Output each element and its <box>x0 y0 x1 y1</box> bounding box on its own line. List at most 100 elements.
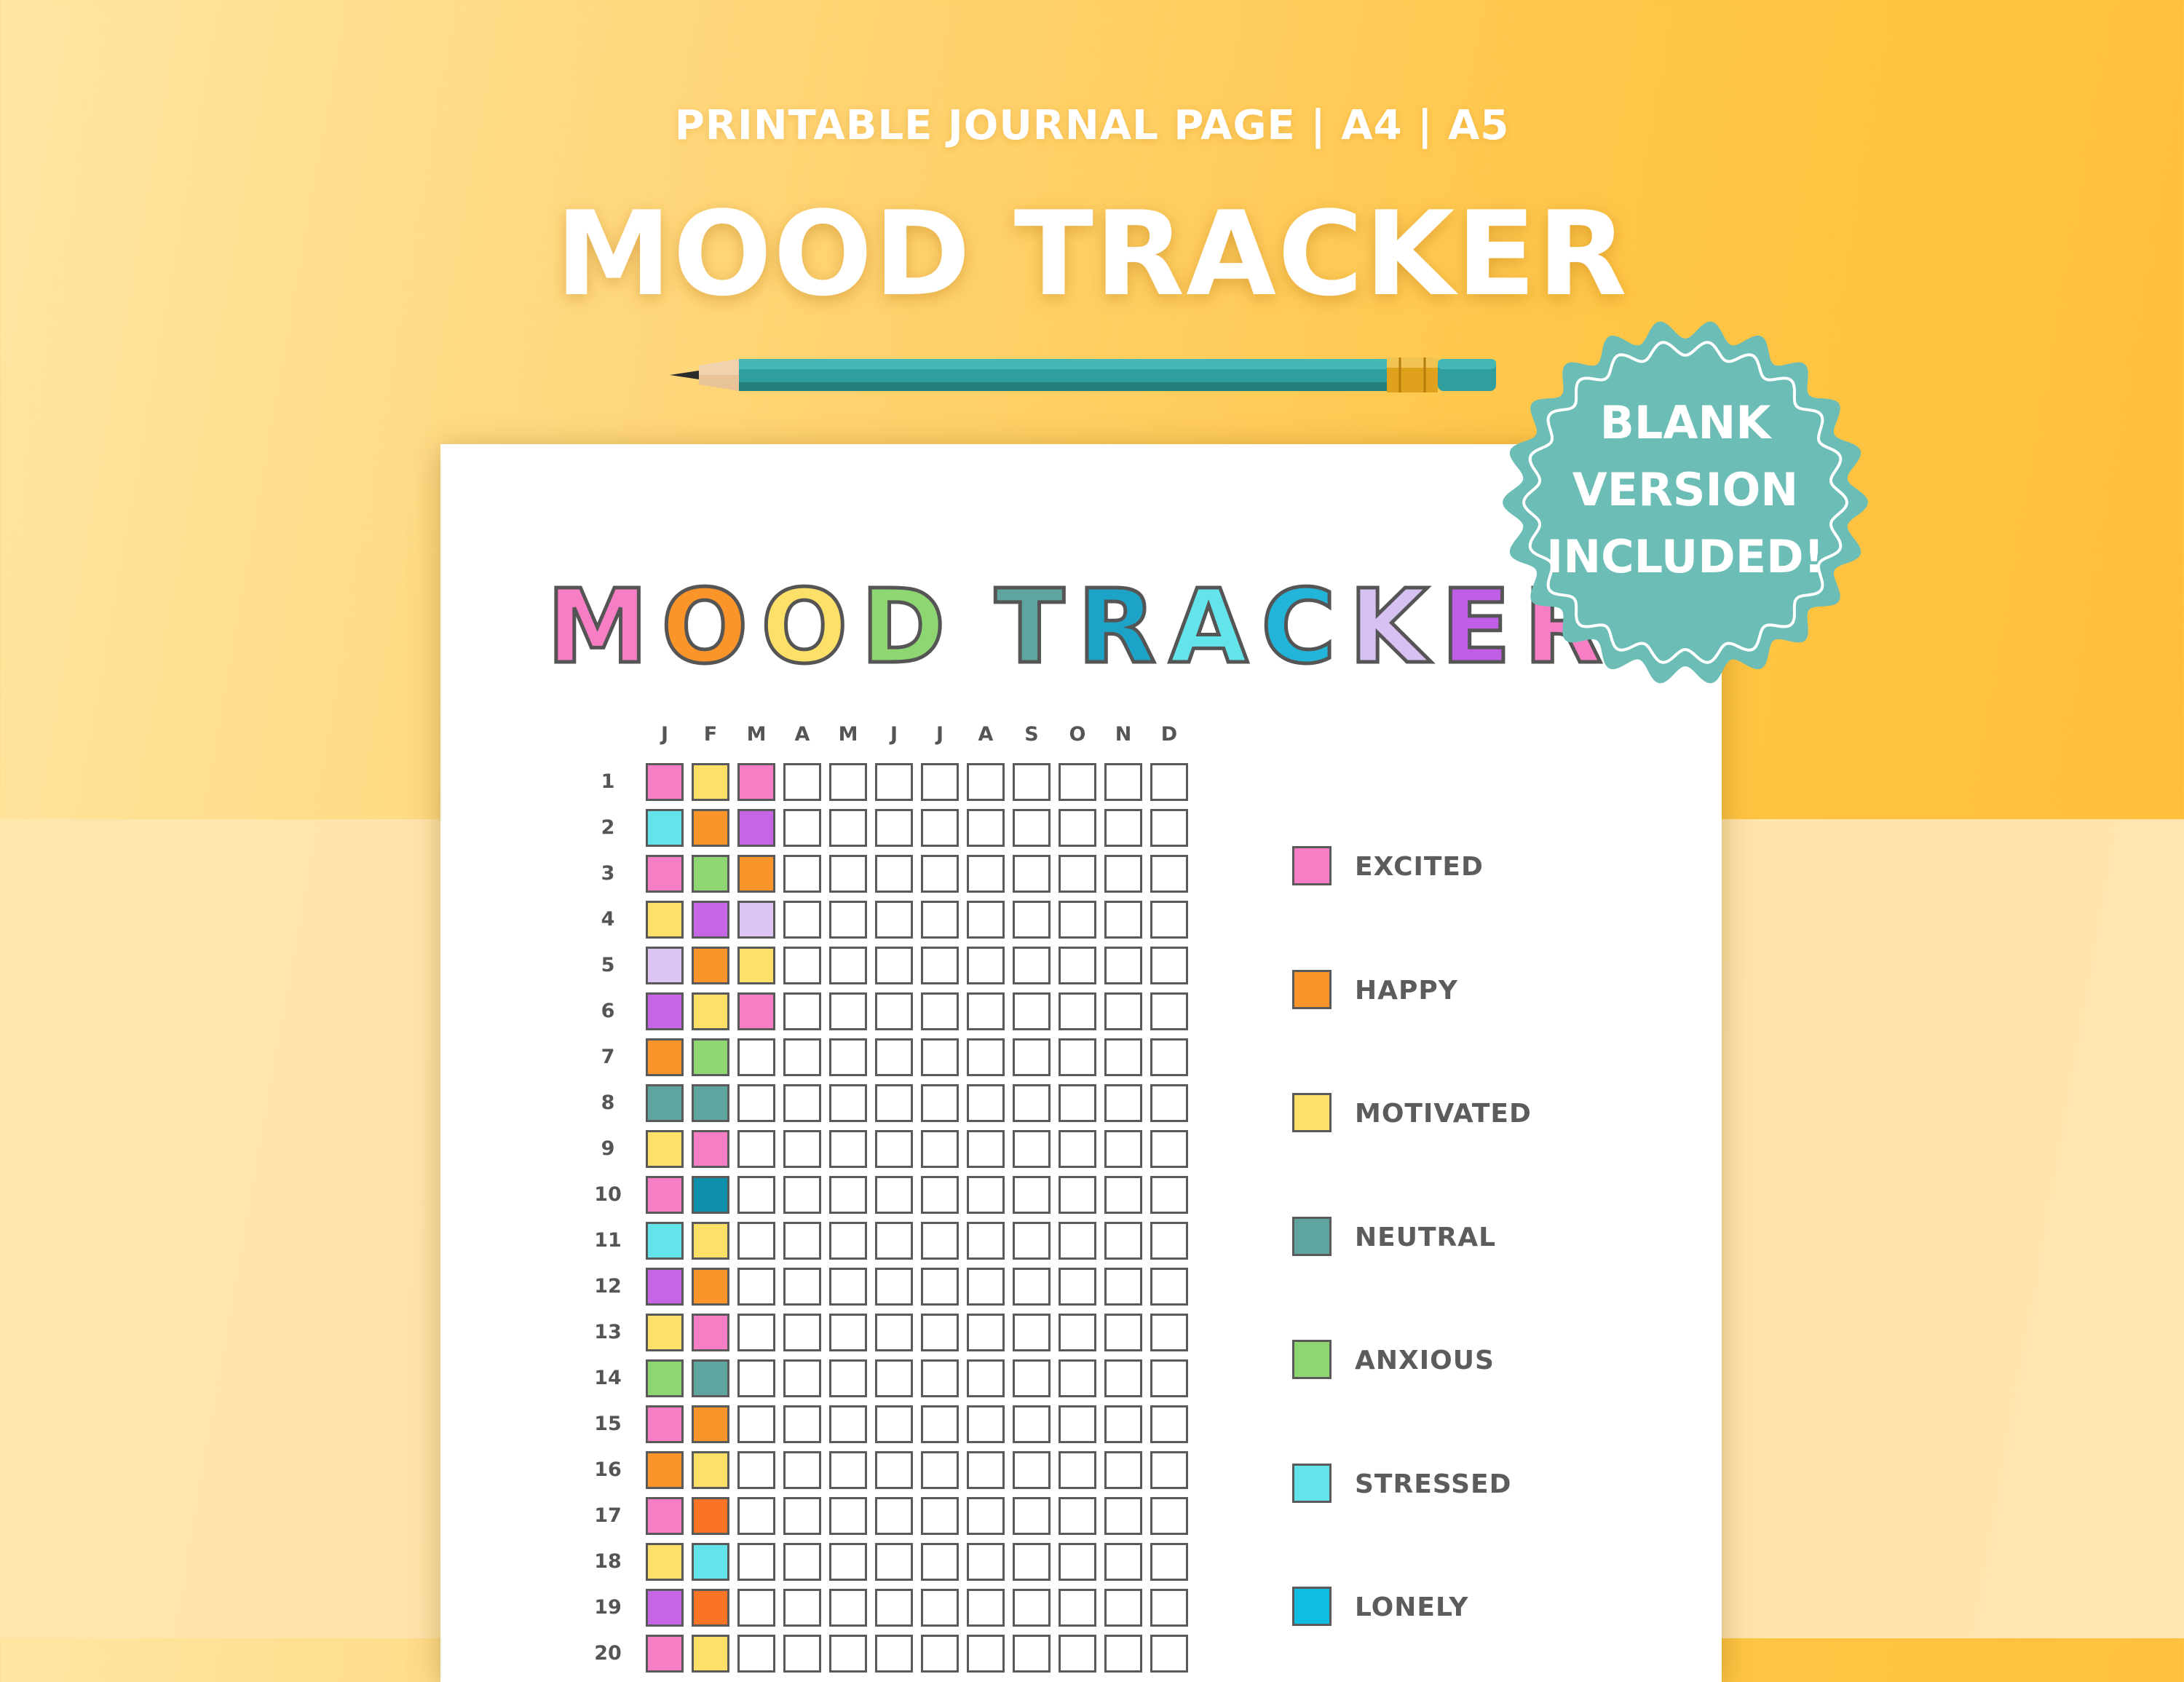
mood-cell[interactable] <box>1013 1176 1051 1214</box>
mood-cell[interactable] <box>967 1405 1005 1443</box>
mood-cell[interactable] <box>875 855 913 893</box>
mood-cell[interactable] <box>829 1451 867 1489</box>
mood-cell[interactable] <box>1104 763 1142 801</box>
mood-cell[interactable] <box>829 1084 867 1122</box>
mood-cell[interactable] <box>1150 1497 1188 1535</box>
mood-cell[interactable] <box>1013 1222 1051 1260</box>
mood-cell[interactable] <box>783 1451 821 1489</box>
mood-cell[interactable] <box>875 1359 913 1397</box>
mood-cell[interactable] <box>1150 1314 1188 1351</box>
mood-cell[interactable] <box>1104 1130 1142 1168</box>
mood-cell[interactable] <box>875 1084 913 1122</box>
mood-cell[interactable] <box>1013 1314 1051 1351</box>
mood-cell[interactable] <box>1104 809 1142 847</box>
mood-cell[interactable] <box>737 1176 775 1214</box>
mood-cell[interactable] <box>646 1268 684 1306</box>
mood-cell[interactable] <box>783 1543 821 1581</box>
mood-cell[interactable] <box>1059 1084 1096 1122</box>
mood-cell[interactable] <box>783 1405 821 1443</box>
mood-cell[interactable] <box>1059 1359 1096 1397</box>
mood-cell[interactable] <box>692 1038 729 1076</box>
mood-cell[interactable] <box>1059 763 1096 801</box>
mood-cell[interactable] <box>1150 1359 1188 1397</box>
mood-cell[interactable] <box>646 992 684 1030</box>
mood-cell[interactable] <box>829 763 867 801</box>
mood-cell[interactable] <box>1013 809 1051 847</box>
mood-cell[interactable] <box>1150 992 1188 1030</box>
mood-cell[interactable] <box>737 1635 775 1673</box>
mood-cell[interactable] <box>692 1176 729 1214</box>
mood-cell[interactable] <box>1104 1543 1142 1581</box>
mood-cell[interactable] <box>1104 1589 1142 1627</box>
mood-cell[interactable] <box>829 1589 867 1627</box>
mood-cell[interactable] <box>1104 855 1142 893</box>
mood-cell[interactable] <box>967 1451 1005 1489</box>
mood-cell[interactable] <box>1104 947 1142 984</box>
mood-cell[interactable] <box>829 1222 867 1260</box>
mood-cell[interactable] <box>737 1268 775 1306</box>
mood-cell[interactable] <box>967 1130 1005 1168</box>
mood-cell[interactable] <box>737 1084 775 1122</box>
mood-cell[interactable] <box>646 1405 684 1443</box>
mood-cell[interactable] <box>1104 1405 1142 1443</box>
mood-cell[interactable] <box>1150 1543 1188 1581</box>
mood-cell[interactable] <box>1150 1222 1188 1260</box>
mood-cell[interactable] <box>1013 1451 1051 1489</box>
mood-cell[interactable] <box>783 1635 821 1673</box>
mood-cell[interactable] <box>829 1176 867 1214</box>
mood-cell[interactable] <box>1104 992 1142 1030</box>
mood-cell[interactable] <box>1150 1635 1188 1673</box>
mood-cell[interactable] <box>692 1222 729 1260</box>
mood-cell[interactable] <box>1104 1176 1142 1214</box>
mood-cell[interactable] <box>783 1314 821 1351</box>
mood-cell[interactable] <box>783 1359 821 1397</box>
mood-cell[interactable] <box>1150 1451 1188 1489</box>
mood-cell[interactable] <box>1150 1268 1188 1306</box>
mood-cell[interactable] <box>1150 1130 1188 1168</box>
mood-cell[interactable] <box>921 992 959 1030</box>
mood-cell[interactable] <box>875 1405 913 1443</box>
mood-cell[interactable] <box>737 1589 775 1627</box>
mood-cell[interactable] <box>1104 1359 1142 1397</box>
mood-cell[interactable] <box>1104 1268 1142 1306</box>
mood-cell[interactable] <box>921 1130 959 1168</box>
mood-cell[interactable] <box>1059 1130 1096 1168</box>
mood-cell[interactable] <box>692 992 729 1030</box>
mood-cell[interactable] <box>692 1084 729 1122</box>
mood-cell[interactable] <box>646 1130 684 1168</box>
mood-cell[interactable] <box>737 1222 775 1260</box>
mood-cell[interactable] <box>783 1222 821 1260</box>
mood-cell[interactable] <box>829 947 867 984</box>
mood-cell[interactable] <box>1013 992 1051 1030</box>
mood-cell[interactable] <box>921 947 959 984</box>
mood-cell[interactable] <box>1059 1451 1096 1489</box>
mood-cell[interactable] <box>1059 1038 1096 1076</box>
mood-cell[interactable] <box>1059 1405 1096 1443</box>
mood-cell[interactable] <box>1013 855 1051 893</box>
mood-cell[interactable] <box>829 855 867 893</box>
mood-cell[interactable] <box>1059 1635 1096 1673</box>
mood-cell[interactable] <box>1150 1405 1188 1443</box>
mood-cell[interactable] <box>829 1359 867 1397</box>
mood-cell[interactable] <box>692 855 729 893</box>
mood-cell[interactable] <box>692 1405 729 1443</box>
mood-cell[interactable] <box>1013 1497 1051 1535</box>
mood-cell[interactable] <box>646 901 684 939</box>
mood-cell[interactable] <box>1059 1222 1096 1260</box>
mood-cell[interactable] <box>829 1130 867 1168</box>
mood-cell[interactable] <box>646 1451 684 1489</box>
mood-cell[interactable] <box>646 1038 684 1076</box>
mood-cell[interactable] <box>783 1268 821 1306</box>
mood-cell[interactable] <box>921 763 959 801</box>
mood-cell[interactable] <box>921 1314 959 1351</box>
mood-cell[interactable] <box>1104 901 1142 939</box>
mood-cell[interactable] <box>875 1176 913 1214</box>
mood-cell[interactable] <box>1013 1130 1051 1168</box>
mood-cell[interactable] <box>737 1038 775 1076</box>
mood-cell[interactable] <box>875 763 913 801</box>
mood-cell[interactable] <box>875 1268 913 1306</box>
mood-cell[interactable] <box>875 947 913 984</box>
mood-cell[interactable] <box>967 901 1005 939</box>
mood-cell[interactable] <box>875 809 913 847</box>
mood-cell[interactable] <box>783 1038 821 1076</box>
